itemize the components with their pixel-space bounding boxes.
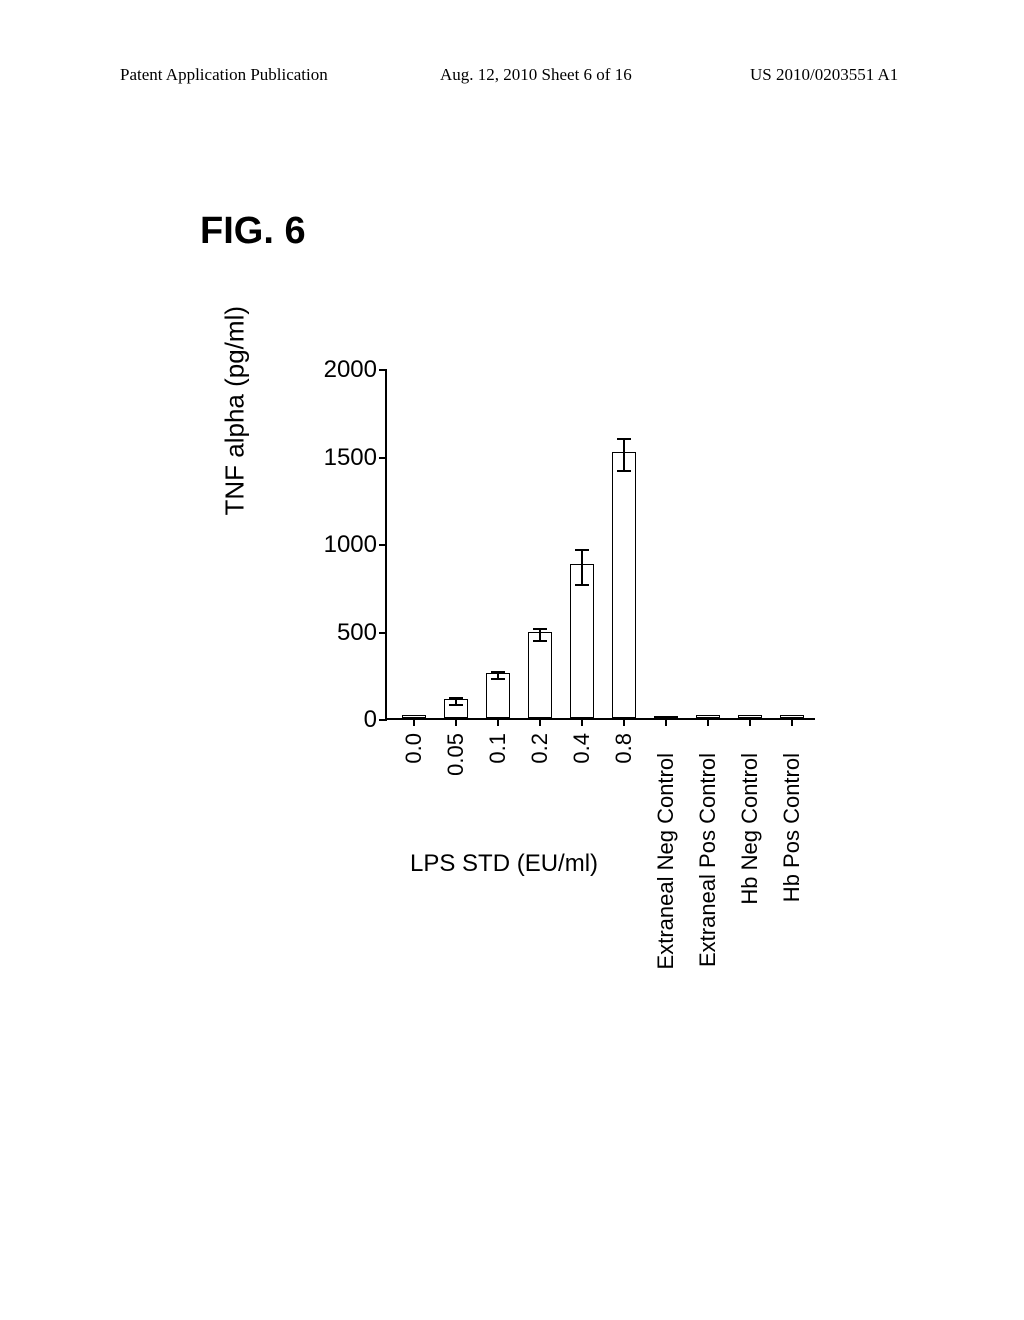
bar — [780, 715, 804, 718]
header-center-text: Aug. 12, 2010 Sheet 6 of 16 — [440, 65, 632, 85]
error-bar-cap — [491, 671, 505, 673]
x-tick-label: 0.4 — [569, 733, 595, 793]
chart-container: TNF alpha (pg/ml) 05001000150020000.00.0… — [230, 370, 830, 1070]
x-tick-label: Extraneal Pos Control — [695, 753, 721, 973]
y-tick — [379, 369, 387, 371]
y-tick-label: 1500 — [307, 444, 377, 472]
y-tick-label: 1000 — [307, 531, 377, 559]
x-tick-label: 0.2 — [527, 733, 553, 793]
x-tick — [497, 718, 499, 726]
bar — [528, 632, 552, 718]
y-tick-label: 500 — [307, 619, 377, 647]
bar — [654, 716, 678, 718]
bar — [612, 452, 636, 718]
error-bar-cap — [533, 628, 547, 630]
y-tick — [379, 632, 387, 634]
x-axis-group-label: LPS STD (EU/ml) — [410, 850, 598, 878]
x-tick-label: 0.1 — [485, 733, 511, 793]
x-tick-label: 0.8 — [611, 733, 637, 793]
x-tick — [539, 718, 541, 726]
y-axis-label: TNF alpha (pg/ml) — [220, 306, 251, 516]
x-tick-label: Hb Neg Control — [737, 753, 763, 973]
x-tick — [581, 718, 583, 726]
header-left-text: Patent Application Publication — [120, 65, 328, 85]
figure-label: FIG. 6 — [200, 210, 306, 253]
error-bar-cap — [575, 584, 589, 586]
y-tick — [379, 719, 387, 721]
plot-area: 05001000150020000.00.050.10.20.40.8Extra… — [385, 370, 815, 720]
error-bar-cap — [533, 640, 547, 642]
error-bar-cap — [449, 704, 463, 706]
y-tick — [379, 457, 387, 459]
x-tick-label: Extraneal Neg Control — [653, 753, 679, 973]
error-bar-cap — [407, 718, 421, 720]
error-bar-line — [623, 438, 625, 470]
x-tick — [455, 718, 457, 726]
bar — [696, 715, 720, 719]
y-tick — [379, 544, 387, 546]
error-bar-cap — [449, 697, 463, 699]
bar — [738, 715, 762, 718]
error-bar-cap — [617, 438, 631, 440]
y-tick-label: 0 — [307, 706, 377, 734]
x-tick — [623, 718, 625, 726]
x-tick — [749, 718, 751, 726]
x-tick — [791, 718, 793, 726]
x-tick-label: 0.05 — [443, 733, 469, 793]
x-tick-label: Hb Pos Control — [779, 753, 805, 973]
x-tick-label: 0.0 — [401, 733, 427, 793]
error-bar-cap — [575, 549, 589, 551]
error-bar-cap — [617, 470, 631, 472]
header-right-text: US 2010/0203551 A1 — [750, 65, 898, 85]
bar — [570, 564, 594, 718]
x-tick — [707, 718, 709, 726]
y-tick-label: 2000 — [307, 356, 377, 384]
error-bar-cap — [491, 678, 505, 680]
x-tick — [665, 718, 667, 726]
error-bar-line — [581, 549, 583, 584]
